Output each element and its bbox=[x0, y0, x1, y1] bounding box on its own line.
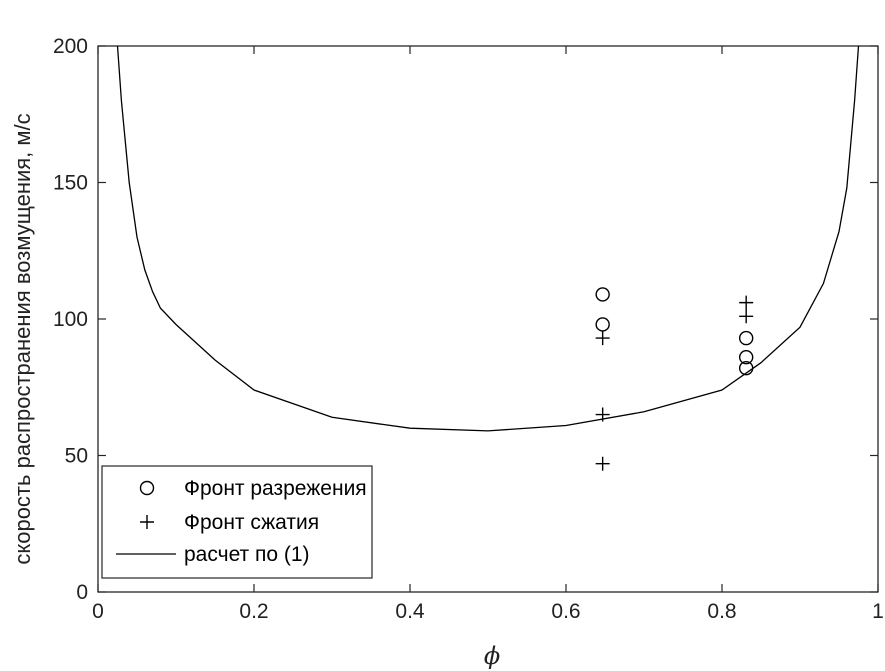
data-point-plus bbox=[739, 309, 754, 324]
data-series bbox=[116, 46, 860, 471]
x-tick-label: 1 bbox=[872, 600, 884, 623]
data-point-plus bbox=[595, 331, 610, 346]
data-point-circle bbox=[738, 330, 754, 346]
legend-item: расчет по (1) bbox=[116, 543, 310, 566]
x-tick-label: 0.4 bbox=[395, 600, 425, 623]
y-tick-label: 150 bbox=[53, 172, 88, 195]
y-tick-label: 0 bbox=[76, 581, 88, 604]
legend-circle-icon bbox=[139, 480, 155, 496]
legend-item: Фронт разрежения bbox=[139, 477, 367, 500]
x-axis-title: ϕ bbox=[484, 642, 500, 670]
data-point-circle bbox=[595, 317, 610, 332]
x-tick-label: 0.6 bbox=[551, 600, 580, 623]
series-compression-front bbox=[595, 295, 754, 471]
legend-label: Фронт сжатия bbox=[184, 511, 319, 534]
series-calc-curve bbox=[116, 46, 860, 432]
legend-label: расчет по (1) bbox=[184, 543, 310, 566]
legend-item: Фронт сжатия bbox=[140, 511, 319, 534]
data-point-circle bbox=[738, 350, 754, 365]
data-point-circle bbox=[595, 287, 610, 302]
data-point-plus bbox=[595, 456, 610, 471]
y-tick-label: 50 bbox=[65, 445, 88, 468]
axes: 0 0.2 0.4 0.6 0.8 1 0 50 100 150 200 bbox=[53, 35, 884, 623]
calc-curve-line bbox=[116, 46, 860, 432]
x-tick-label: 0 bbox=[92, 600, 104, 623]
legend-label: Фронт разрежения bbox=[184, 477, 367, 500]
legend: Фронт разрежения Фронт сжатия расчет по (1… bbox=[101, 465, 373, 579]
legend-plus-icon bbox=[140, 515, 154, 529]
y-axis-title: скорость распространения возмущения, м/с bbox=[10, 113, 35, 564]
y-tick-label: 100 bbox=[53, 308, 88, 331]
y-tick-label: 200 bbox=[53, 35, 88, 58]
x-tick-label: 0.8 bbox=[707, 600, 736, 623]
x-tick-label: 0.2 bbox=[239, 600, 268, 623]
data-point-plus bbox=[739, 295, 754, 310]
